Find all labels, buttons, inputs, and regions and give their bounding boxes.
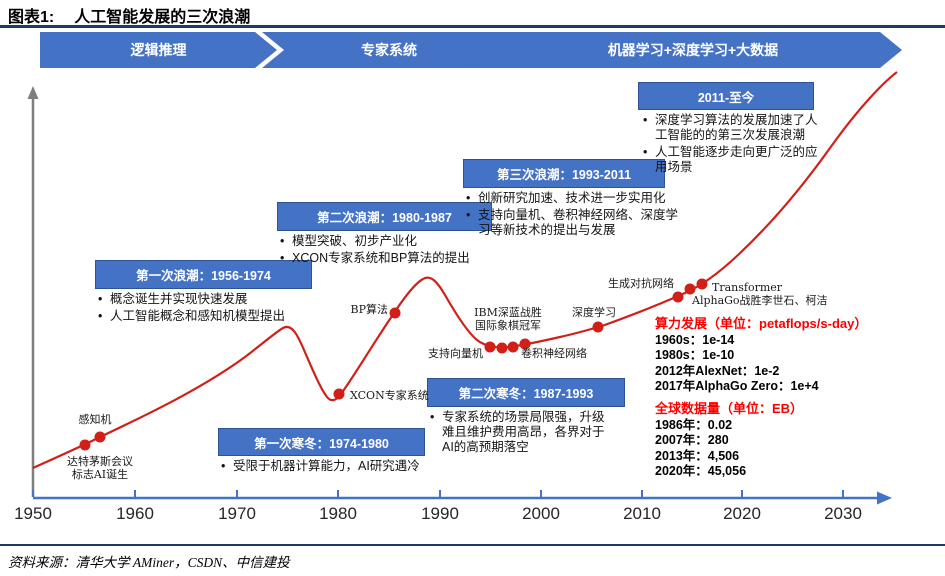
milestone-dot xyxy=(333,388,345,400)
milestone-label-bp: BP算法 xyxy=(350,303,389,316)
milestone-label-perceptron: 感知机 xyxy=(78,413,112,426)
source-text: 资料来源：清华大学 AMiner，CSDN、中信建投 xyxy=(8,555,290,570)
wave2-title: 第二次浪潮：1980-1987 xyxy=(317,211,452,225)
y-axis-arrow-icon xyxy=(27,86,39,99)
x-axis-arrow-icon xyxy=(877,491,892,505)
winter1-bullets: 受限于机器计算能力，AI研究遇冷 xyxy=(218,459,458,476)
wave1-title: 第一次浪潮：1956-1974 xyxy=(136,269,271,283)
stat-item: 2020年：45,056 xyxy=(655,464,747,478)
wave3-title-box: 第三次浪潮：1993-2011 xyxy=(463,159,665,188)
milestone-label-dartmouth: 达特茅斯会议 标志AI诞生 xyxy=(67,455,133,481)
banner-stage-label: 逻辑推理 xyxy=(130,42,187,58)
milestone-dot xyxy=(79,439,91,451)
wave3-title: 第三次浪潮：1993-2011 xyxy=(496,168,632,182)
wave3-bullets: 创新研究加速、技术进一步实用化 支持向量机、卷积神经网络、深度学习等新技术的提出… xyxy=(463,191,681,240)
milestone-label-deeplearning: 深度学习 xyxy=(572,306,616,319)
milestone-dot xyxy=(519,338,531,350)
bullet-item: 支持向量机、卷积神经网络、深度学习等新技术的提出与发展 xyxy=(463,208,681,238)
title-divider xyxy=(0,25,945,28)
winter1-title-box: 第一次寒冬：1974-1980 xyxy=(218,428,425,456)
figure-title-text: 人工智能发展的三次浪潮 xyxy=(74,9,251,26)
source-divider xyxy=(0,544,945,546)
bullet-item: 受限于机器计算能力，AI研究遇冷 xyxy=(218,459,458,474)
stat-block-data: 全球数据量（单位：EB） 1986年：0.02 2007年：280 2013年：… xyxy=(655,401,940,480)
stat-item: 1986年：0.02 xyxy=(655,417,733,432)
winter2-title-box: 第二次寒冬：1987-1993 xyxy=(427,378,625,407)
bullet-item: 人工智能概念和感知机模型提出 xyxy=(95,309,345,324)
winter2-bullets: 专家系统的场景局限强，升级难且维护费用高昂，各界对于AI的高预期落空 xyxy=(427,410,615,457)
milestone-dot xyxy=(696,278,708,290)
winter2-title: 第二次寒冬：1987-1993 xyxy=(458,387,594,401)
milestone-label-xcon: XCON专家系统 xyxy=(350,389,429,402)
stat-item: 1980s：1e-10 xyxy=(655,348,735,362)
bullet-item: XCON专家系统和BP算法的提出 xyxy=(277,251,517,266)
stat-block-compute: 算力发展（单位：petaflops/s-day） 1960s：1e-14 198… xyxy=(655,316,940,395)
banner-stage-label: 机器学习+深度学习+大数据 xyxy=(607,42,779,58)
xtick-1950: 1950 xyxy=(14,504,52,523)
bullet-item: 深度学习算法的发展加速了人工智能的的第三次发展浪潮 xyxy=(640,113,828,143)
milestone-dot xyxy=(496,342,508,354)
bullet-item: 专家系统的场景局限强，升级难且维护费用高昂，各界对于AI的高预期落空 xyxy=(427,410,615,455)
banner-stage-logic: 逻辑推理 xyxy=(40,32,277,68)
wave1-bullets: 概念诞生并实现快速发展 人工智能概念和感知机模型提出 xyxy=(95,292,345,326)
milestone-label-gan: 生成对抗网络 xyxy=(608,277,674,290)
wave4-title: 2011-至今 xyxy=(697,90,755,105)
bullet-item: 创新研究加速、技术进一步实用化 xyxy=(463,191,681,206)
winter1-title: 第一次寒冬：1974-1980 xyxy=(254,436,389,451)
milestone-label-svm: 支持向量机 xyxy=(428,347,483,360)
bullet-item: 人工智能逐步走向更广泛的应用场景 xyxy=(640,145,828,175)
stat-title: 全球数据量（单位：EB） xyxy=(655,401,804,416)
banner-stage-expert: 专家系统 xyxy=(262,32,502,68)
xtick-2000: 2000 xyxy=(522,504,560,523)
milestone-dot xyxy=(94,431,106,443)
milestone-dot xyxy=(672,291,684,303)
milestone-dot xyxy=(484,341,496,353)
wave2-bullets: 模型突破、初步产业化 XCON专家系统和BP算法的提出 xyxy=(277,234,517,268)
milestone-dots xyxy=(79,278,708,451)
xtick-1990: 1990 xyxy=(421,504,459,523)
stat-item: 1960s：1e-14 xyxy=(655,332,735,347)
stat-item: 2012年AlexNet：1e-2 xyxy=(655,363,780,378)
x-axis-ticks xyxy=(32,490,844,497)
stat-item: 2013年：4,506 xyxy=(655,448,740,463)
page-title: 图表1: 人工智能发展的三次浪潮 xyxy=(8,3,250,27)
milestone-label-transformer: Transformer xyxy=(712,281,783,294)
xtick-2030: 2030 xyxy=(824,504,862,523)
bullet-item: 模型突破、初步产业化 xyxy=(277,234,517,249)
banner-stage-ml: 机器学习+深度学习+大数据 xyxy=(470,32,902,68)
wave2-title-box: 第二次浪潮：1980-1987 xyxy=(277,202,492,231)
milestone-label-alphago: AlphaGo战胜李世石、柯洁 xyxy=(692,294,828,307)
banner-stage-label: 专家系统 xyxy=(361,42,417,58)
milestone-dot xyxy=(507,341,519,353)
xtick-2020: 2020 xyxy=(723,504,761,523)
stat-item: 2007年：280 xyxy=(655,433,729,447)
milestone-dot xyxy=(389,307,401,319)
xtick-1980: 1980 xyxy=(319,504,357,523)
wave4-bullets: 深度学习算法的发展加速了人工智能的的第三次发展浪潮 人工智能逐步走向更广泛的应用… xyxy=(640,113,828,177)
xtick-1960: 1960 xyxy=(116,504,154,523)
xtick-1970: 1970 xyxy=(218,504,256,523)
xtick-2010: 2010 xyxy=(623,504,661,523)
milestone-label-cnn: 卷积神经网络 xyxy=(521,347,587,360)
stat-item: 2017年AlphaGo Zero：1e+4 xyxy=(655,379,819,393)
stat-title: 算力发展（单位：petaflops/s-day） xyxy=(655,316,868,331)
wave1-title-box: 第一次浪潮：1956-1974 xyxy=(95,260,312,289)
milestone-dot xyxy=(684,283,696,295)
development-curve xyxy=(32,71,898,470)
milestone-label-deepblue: IBM深蓝战胜 国际象棋冠军 xyxy=(474,306,542,332)
figure-label: 图表1: xyxy=(8,9,55,26)
wave4-title-box: 2011-至今 xyxy=(638,82,814,110)
bullet-item: 概念诞生并实现快速发展 xyxy=(95,292,345,307)
milestone-dot xyxy=(592,321,604,333)
